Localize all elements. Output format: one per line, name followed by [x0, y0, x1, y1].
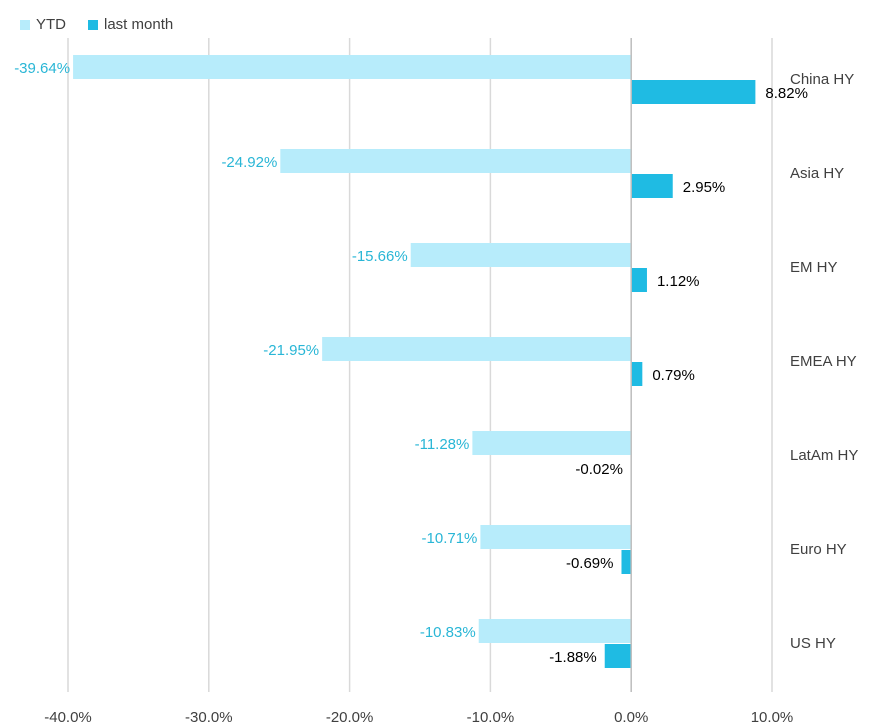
category-label: Euro HY: [790, 541, 847, 558]
data-label-last-month: 0.79%: [652, 367, 695, 384]
data-label-ytd: -24.92%: [221, 154, 277, 171]
category-label: EM HY: [790, 259, 838, 276]
x-tick-label: 0.0%: [614, 709, 648, 726]
bar-last-month: [631, 80, 756, 104]
bar-ytd: [73, 55, 632, 79]
category-label: LatAm HY: [790, 447, 858, 464]
bar-last-month: [631, 174, 673, 198]
data-label-ytd: -10.83%: [420, 624, 476, 641]
bar-ytd: [478, 619, 632, 643]
bar-ytd: [472, 431, 632, 455]
bar-ytd: [410, 243, 632, 267]
legend-label-ytd: YTD: [36, 16, 66, 33]
data-label-last-month: -0.02%: [575, 461, 623, 478]
bar-last-month: [621, 550, 632, 574]
bar-ytd: [322, 337, 632, 361]
bar-ytd: [280, 149, 632, 173]
bar-last-month: [631, 268, 647, 292]
legend-item-ytd: YTD: [20, 16, 66, 33]
data-label-ytd: -21.95%: [263, 342, 319, 359]
x-tick-label: -10.0%: [467, 709, 515, 726]
data-label-ytd: -11.28%: [415, 436, 470, 453]
x-tick-label: 10.0%: [751, 709, 794, 726]
data-label-ytd: -10.71%: [422, 530, 478, 547]
category-label: EMEA HY: [790, 353, 857, 370]
data-label-last-month: 2.95%: [683, 179, 726, 196]
data-label-ytd: -39.64%: [14, 60, 70, 77]
legend-item-last-month: last month: [88, 16, 173, 33]
bar-last-month: [631, 362, 643, 386]
data-label-last-month: 8.82%: [765, 85, 808, 102]
bar-last-month: [604, 644, 632, 668]
category-label: China HY: [790, 71, 854, 88]
legend-swatch-ytd: [20, 19, 30, 30]
bar-ytd: [480, 525, 632, 549]
category-label: US HY: [790, 635, 836, 652]
legend-swatch-last-month: [88, 19, 98, 30]
x-tick-label: -30.0%: [185, 709, 233, 726]
x-tick-label: -40.0%: [44, 709, 92, 726]
legend-label-last-month: last month: [104, 16, 174, 33]
data-label-last-month: -0.69%: [566, 555, 614, 572]
legend: YTD last month: [20, 16, 195, 33]
category-label: Asia HY: [790, 165, 844, 182]
data-label-last-month: -1.88%: [549, 649, 597, 666]
data-label-ytd: -15.66%: [352, 248, 408, 265]
x-tick-label: -20.0%: [326, 709, 374, 726]
data-label-last-month: 1.12%: [657, 273, 700, 290]
